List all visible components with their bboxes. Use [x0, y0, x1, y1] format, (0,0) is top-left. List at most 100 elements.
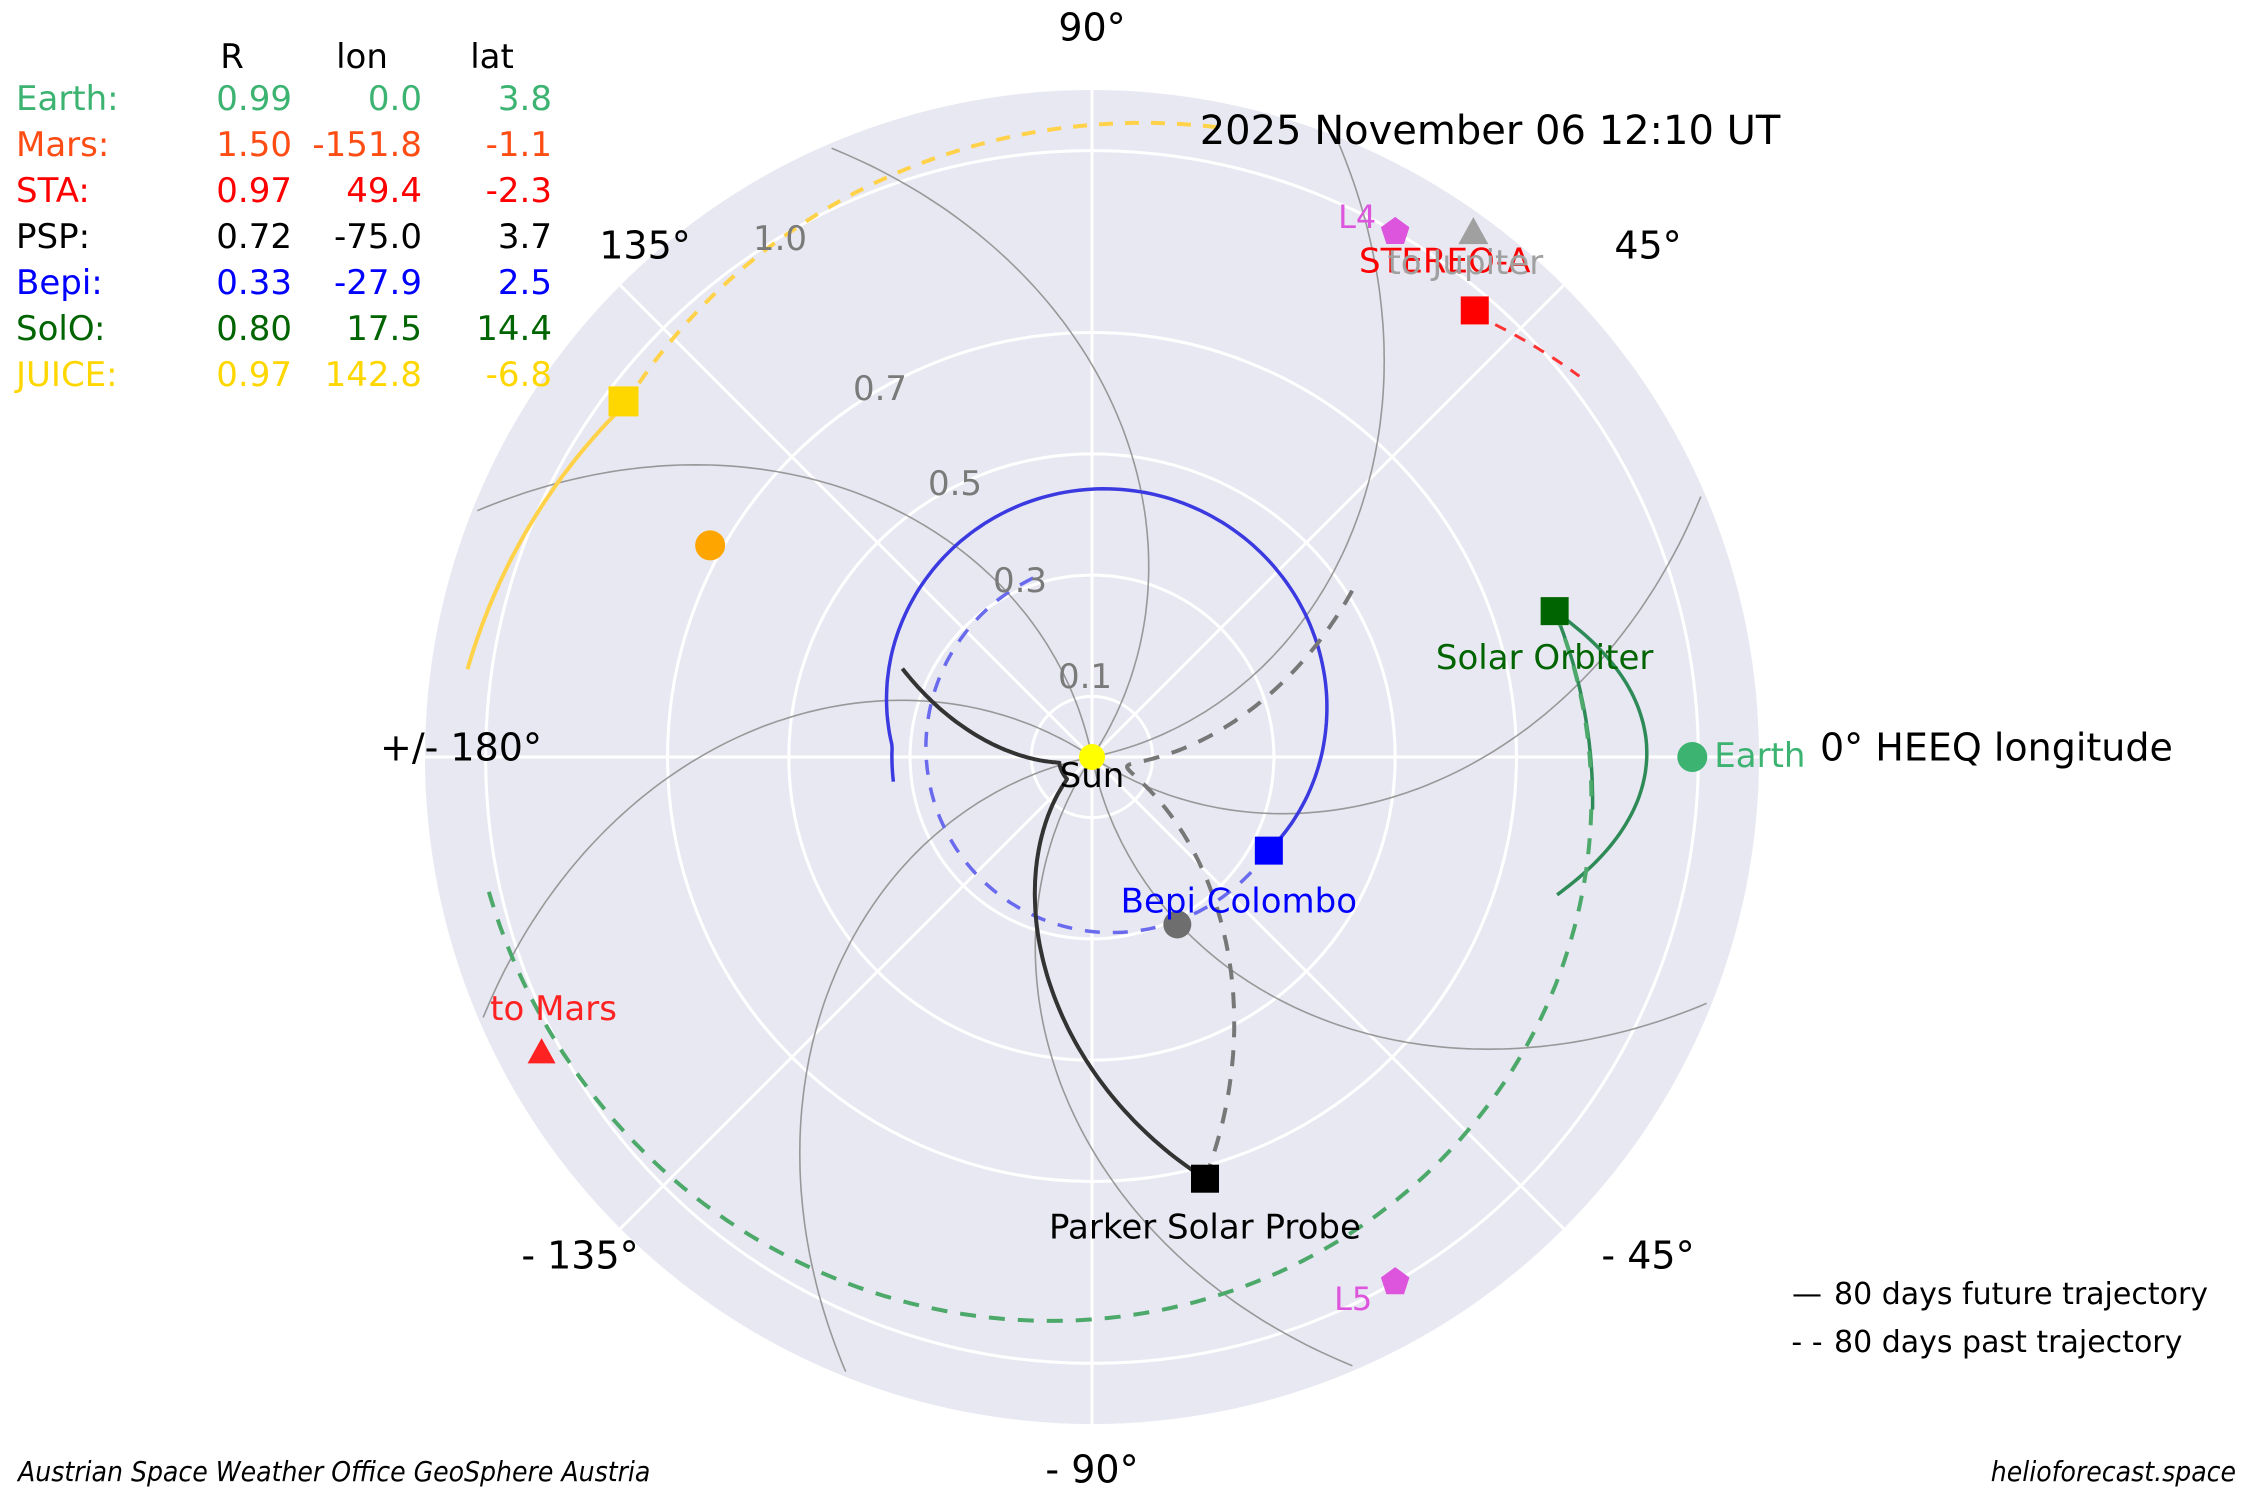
radial-tick-label-0.1: 0.1 [1058, 657, 1112, 697]
marker-to-mars[interactable] [527, 1038, 556, 1064]
table-cell-r: 1.50 [216, 125, 292, 165]
marker-stereo-a[interactable] [1460, 296, 1489, 325]
marker-bepi-colombo[interactable] [1254, 836, 1283, 865]
table-cell-name: SolO: [16, 309, 106, 349]
table-cell-r: 0.72 [216, 217, 292, 257]
table-cell-lat: -6.8 [485, 355, 552, 395]
table-row: PSP: 0.72 -75.0 3.7 [16, 214, 562, 260]
parker-spiral-1 [831, 147, 1150, 752]
table-row: Earth: 0.99 0.0 3.8 [16, 76, 562, 122]
angular-label-135_: 135° [599, 224, 691, 268]
legend-solid-line-icon: — [1792, 1277, 1822, 1312]
angular-label-_135_: - 135° [521, 1234, 638, 1278]
table-header-lat: lat [470, 37, 514, 77]
table-row: SolO: 0.80 17.5 14.4 [16, 306, 562, 352]
label-solar-orbiter: Solar Orbiter [1436, 638, 1653, 678]
grid-spoke-45 [1090, 284, 1565, 759]
table-cell-lat: 3.8 [497, 79, 552, 119]
marker-to-jupiter[interactable] [1458, 217, 1489, 245]
trajectory-solo-future [1553, 609, 1649, 897]
table-cell-r: 0.99 [216, 79, 292, 119]
marker-l5[interactable] [1380, 1267, 1410, 1295]
table-cell-lon: 142.8 [324, 355, 422, 395]
label-earth: Earth [1714, 736, 1805, 776]
trajectory-solo-past [485, 610, 1594, 1323]
grid-spoke-135 [619, 284, 1094, 759]
table-cell-name: Bepi: [16, 263, 103, 303]
legend-past-label: 80 days past trajectory [1834, 1325, 2183, 1360]
table-cell-lon: 49.4 [346, 171, 422, 211]
marker-sun[interactable] [1079, 744, 1105, 770]
trajectory-juice-past [623, 120, 1226, 406]
table-cell-name: Mars: [16, 125, 110, 165]
body-labels: Sun Earth STEREO-A Solar Orbiter Bepi Colomb… [490, 198, 1805, 1318]
table-cell-r: 0.80 [216, 309, 292, 349]
table-row: Bepi: 0.33 -27.9 2.5 [16, 260, 562, 306]
table-cell-lon: -75.0 [334, 217, 422, 257]
marker-solar-orbiter[interactable] [1540, 597, 1569, 626]
angular-label-45_: 45° [1614, 224, 1681, 268]
angular-label-0_HEEQ_longitude: 0° HEEQ longitude [1820, 726, 2173, 770]
trajectory-stereoa-past [1494, 323, 1581, 378]
plot-title: 2025 November 06 12:10 UT [1199, 108, 1781, 154]
table-cell-name: JUICE: [16, 355, 118, 395]
parker-spiral-2 [477, 463, 1092, 751]
trajectory-psp-future [900, 667, 1207, 1181]
marker-parker-solar-probe[interactable] [1190, 1164, 1219, 1193]
body-markers [527, 216, 1708, 1295]
trajectory-juice-future [465, 403, 627, 670]
parker-spiral-0 [1098, 142, 1386, 757]
marker-juice[interactable] [608, 386, 639, 417]
table-cell-lon: 17.5 [346, 309, 422, 349]
table-row: JUICE: 0.97 142.8 -6.8 [16, 352, 562, 398]
parker-spiral-6 [1092, 763, 1707, 1051]
table-cell-r: 0.97 [216, 355, 292, 395]
table-cell-r: 0.97 [216, 171, 292, 211]
label-l5: L5 [1334, 1280, 1372, 1318]
table-header-lon: lon [336, 37, 388, 77]
angular-tick-labels: 90° 45° 0° HEEQ longitude - 45° - 90° - 135° +… [380, 6, 2173, 1492]
angular-label-_45_: - 45° [1601, 1234, 1694, 1278]
table-cell-lon: -151.8 [312, 125, 422, 165]
radial-tick-label-0.7: 0.7 [853, 369, 907, 409]
label-sun: Sun [1060, 756, 1125, 796]
label-bepi-colombo: Bepi Colombo [1121, 882, 1357, 922]
radial-tick-labels: 1.0 0.7 0.5 0.3 0.1 [753, 219, 1112, 697]
legend-past: - - 80 days past trajectory [1780, 1325, 2182, 1360]
polar-grid [425, 90, 1759, 1424]
parker-spiral-7 [1097, 496, 1702, 815]
parker-spiral-4 [798, 757, 1086, 1372]
marker-l4[interactable] [1380, 216, 1410, 244]
table-cell-lat: -1.1 [485, 125, 552, 165]
label-to-jupiter: to Jupiter [1387, 243, 1543, 283]
legend-future: — 80 days future trajectory [1780, 1277, 2208, 1312]
table-cell-lon: 0.0 [367, 79, 422, 119]
table-row: Mars: 1.50 -151.8 -1.1 [16, 122, 562, 168]
angular-label-_180_: +/- 180° [380, 726, 542, 770]
legend-future-label: 80 days future trajectory [1834, 1277, 2209, 1312]
table-cell-lat: -2.3 [485, 171, 552, 211]
trajectory-psp-past [1125, 585, 1357, 1180]
table-header-blank [16, 34, 172, 76]
legend-dashed-line-icon: - - [1791, 1325, 1823, 1360]
marker-earth[interactable] [1677, 742, 1708, 772]
marker-venus[interactable] [695, 530, 726, 561]
trajectory-bepi-future [884, 487, 1329, 852]
table-cell-r: 0.33 [216, 263, 292, 303]
grid-spoke-315 [1090, 755, 1565, 1230]
grid-spoke-225 [619, 755, 1094, 1230]
table-cell-lat: 2.5 [497, 263, 552, 303]
table-header-r: R [220, 37, 244, 77]
table-cell-name: Earth: [16, 79, 119, 119]
radial-tick-label-0.3: 0.3 [993, 561, 1047, 601]
label-parker-solar-probe: Parker Solar Probe [1049, 1208, 1361, 1248]
table-cell-lat: 3.7 [497, 217, 552, 257]
table-cell-name: PSP: [16, 217, 91, 257]
table-cell-lat: 14.4 [476, 309, 552, 349]
marker-mercury[interactable] [1163, 910, 1192, 939]
table-cell-lon: -27.9 [334, 263, 422, 303]
footer-left: Austrian Space Weather Office GeoSphere … [18, 1455, 651, 1488]
